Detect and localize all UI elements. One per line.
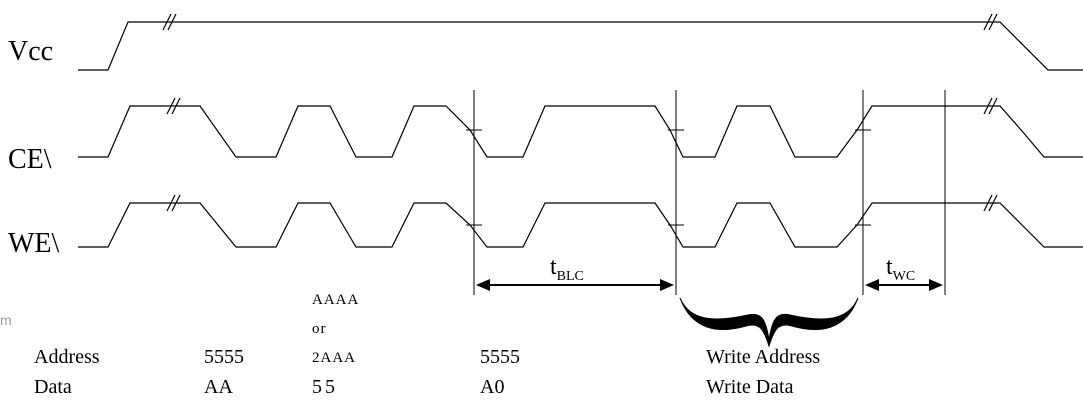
we-label: WE\ <box>8 228 60 259</box>
cycle2-address-line3: 2AAA <box>312 350 356 366</box>
cycle4-address: Write Address <box>706 346 820 368</box>
cycle4-data: Write Data <box>706 376 794 398</box>
ce-waveform <box>78 105 1083 158</box>
cycle2-address-line2: or <box>312 321 327 337</box>
t-blc-label: tBLC <box>550 254 584 284</box>
crossing-ticks <box>466 129 871 226</box>
we-waveform <box>78 202 1083 248</box>
we-break-mark-left <box>166 194 181 212</box>
cycle2-data: 55 <box>312 376 338 398</box>
cycle3-data: A0 <box>480 376 504 398</box>
ce-label: CE\ <box>8 144 52 175</box>
row-label-address: Address <box>34 346 100 368</box>
vcc-break-mark-left <box>162 13 177 31</box>
stray-text: m <box>0 312 12 328</box>
vcc-waveform <box>78 21 1083 71</box>
t-blc-arrow <box>476 279 674 291</box>
vcc-label: Vcc <box>8 36 53 67</box>
ce-break-mark-left <box>166 97 181 115</box>
cycle1-address: 5555 <box>204 346 244 368</box>
we-break-mark-right <box>983 194 998 212</box>
row-label-data: Data <box>34 376 72 398</box>
cycle1-data: AA <box>204 376 233 398</box>
t-wc-arrow <box>865 279 943 291</box>
ce-break-mark-right <box>983 97 998 115</box>
t-wc-label: tWC <box>886 254 915 284</box>
write-cycle-brace <box>679 297 859 348</box>
cycle2-address-line1: AAAA <box>312 292 359 308</box>
cycle3-address: 5555 <box>480 346 520 368</box>
vcc-break-mark-right <box>983 13 998 31</box>
